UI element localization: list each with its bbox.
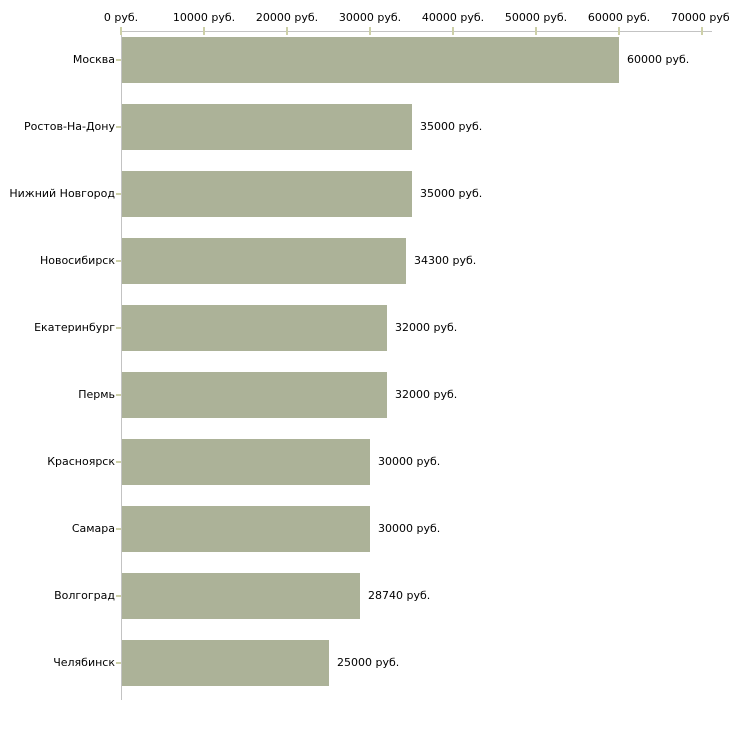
x-tick-mark [535, 27, 537, 35]
bar [122, 104, 412, 150]
x-tick-label: 40000 руб. [421, 11, 485, 24]
category-label: Самара [71, 522, 115, 535]
category-tick-mark [116, 461, 121, 463]
bar [122, 238, 406, 284]
category-label: Нижний Новгород [9, 187, 115, 200]
category-tick-mark [116, 662, 121, 664]
category-tick-mark [116, 126, 121, 128]
category-tick-mark [116, 394, 121, 396]
category-label: Новосибирск [39, 254, 115, 267]
x-tick-label: 20000 руб. [255, 11, 319, 24]
x-tick-mark [452, 27, 454, 35]
bar [122, 171, 412, 217]
value-label: 35000 руб. [420, 120, 483, 133]
x-tick-mark [369, 27, 371, 35]
value-label: 30000 руб. [378, 522, 441, 535]
x-tick-mark [286, 27, 288, 35]
x-tick-mark [618, 27, 620, 35]
category-tick-mark [116, 528, 121, 530]
value-label: 32000 руб. [395, 388, 458, 401]
category-label: Москва [72, 53, 115, 66]
x-axis-line [121, 31, 712, 32]
value-label: 28740 руб. [368, 589, 431, 602]
bar [122, 37, 619, 83]
category-tick-mark [116, 59, 121, 61]
category-label: Екатеринбург [34, 321, 115, 334]
bar [122, 372, 387, 418]
value-label: 35000 руб. [420, 187, 483, 200]
y-axis-line [121, 31, 122, 700]
bar [122, 305, 387, 351]
x-tick-label: 50000 руб. [504, 11, 568, 24]
value-label: 60000 руб. [627, 53, 690, 66]
value-label: 32000 руб. [395, 321, 458, 334]
category-label: Челябинск [53, 656, 115, 669]
category-label: Волгоград [54, 589, 115, 602]
x-tick-label: 30000 руб. [338, 11, 402, 24]
x-tick-label: 70000 руб. [670, 11, 730, 24]
x-tick-label: 60000 руб. [587, 11, 651, 24]
bar [122, 573, 360, 619]
category-label: Ростов-На-Дону [23, 120, 115, 133]
x-tick-mark [120, 27, 122, 35]
x-tick-label: 0 руб. [103, 11, 139, 24]
category-tick-mark [116, 595, 121, 597]
category-tick-mark [116, 327, 121, 329]
category-label: Пермь [78, 388, 115, 401]
category-tick-mark [116, 193, 121, 195]
x-tick-mark [701, 27, 703, 35]
bar [122, 640, 329, 686]
x-tick-mark [203, 27, 205, 35]
bar [122, 506, 370, 552]
x-tick-label: 10000 руб. [172, 11, 236, 24]
category-label: Красноярск [47, 455, 115, 468]
bar [122, 439, 370, 485]
value-label: 25000 руб. [337, 656, 400, 669]
value-label: 34300 руб. [414, 254, 477, 267]
value-label: 30000 руб. [378, 455, 441, 468]
category-tick-mark [116, 260, 121, 262]
